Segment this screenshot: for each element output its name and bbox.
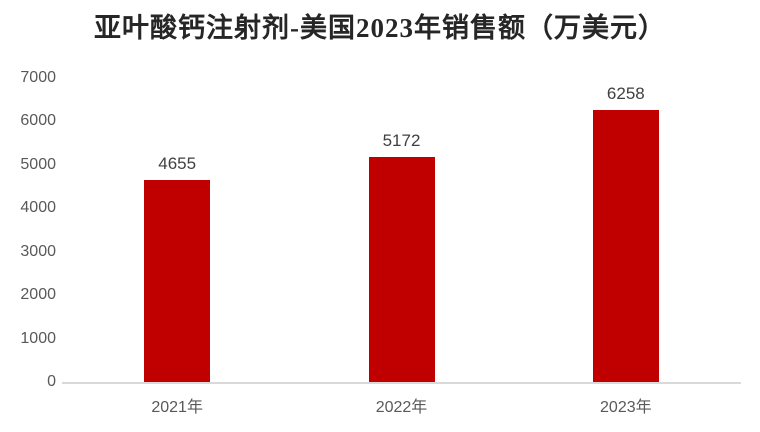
y-axis-tick-label: 0 xyxy=(47,373,56,390)
y-axis-tick-label: 4000 xyxy=(20,199,56,217)
x-axis-tick-label: 2021年 xyxy=(151,399,203,416)
data-label: 4655 xyxy=(158,153,197,173)
y-axis-tick-label: 7000 xyxy=(20,69,56,86)
y-axis-tick-label: 2000 xyxy=(20,286,56,304)
data-label: 5172 xyxy=(382,131,421,151)
y-axis-tick-label: 1000 xyxy=(20,329,56,347)
x-axis-tick-label: 2022年 xyxy=(375,399,428,416)
y-axis-tick-label: 6000 xyxy=(20,112,56,130)
data-label: 6258 xyxy=(606,84,645,104)
bar-2022年 xyxy=(368,157,435,382)
bar-2021年 xyxy=(144,179,211,382)
y-axis-tick-label: 3000 xyxy=(20,242,56,260)
chart-title: 亚叶酸钙注射剂-美国2023年销售额（万美元） xyxy=(94,13,666,43)
y-axis-tick-label: 5000 xyxy=(20,155,56,173)
x-axis-tick-label: 2023年 xyxy=(600,399,652,416)
bar-2023年 xyxy=(592,110,659,382)
x-axis-line xyxy=(62,382,741,384)
